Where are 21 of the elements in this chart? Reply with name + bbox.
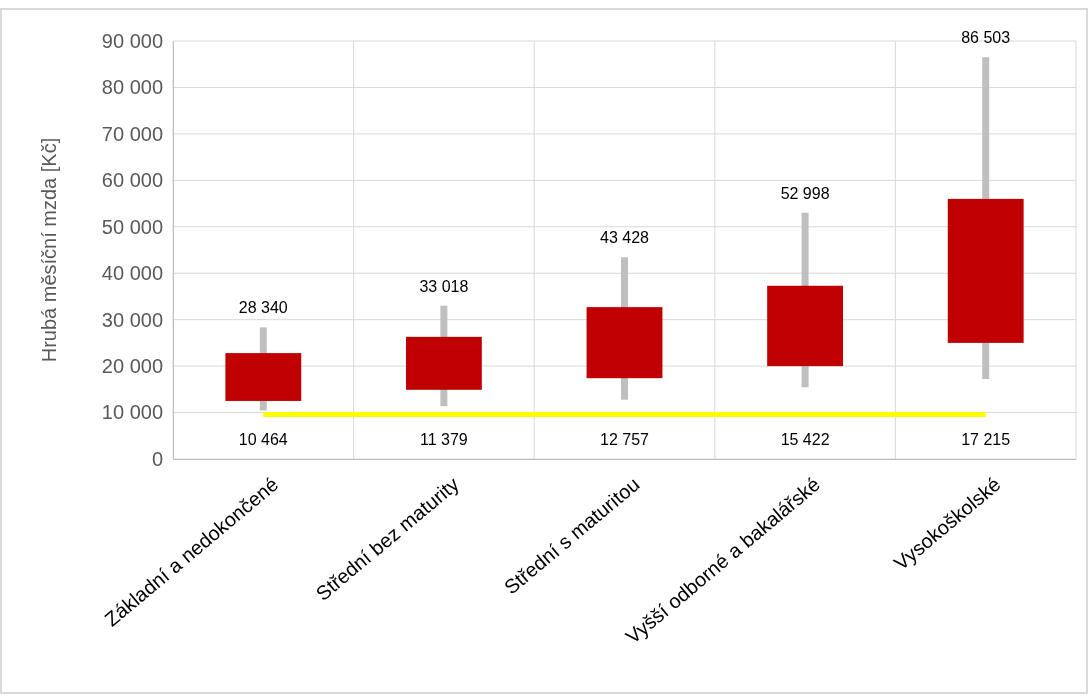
annotation: 10 464 [238,431,288,448]
annotation: 52 998 [780,184,830,202]
annotation: 43 428 [600,229,650,247]
annotation: 12 757 [600,431,650,448]
y-tick-label: 30 000 [101,308,163,331]
y-tick-label: 90 000 [101,29,163,52]
annotation: 17 215 [961,431,1011,448]
annotation: 15 422 [780,431,830,448]
annotation: 33 018 [419,277,469,295]
annotation: 86 503 [961,29,1011,47]
y-tick-label: 0 [151,447,163,470]
y-tick-label: 20 000 [101,355,163,378]
y-tick-label: 40 000 [101,262,163,285]
annotation: 11 379 [420,431,468,448]
y-tick-label: 70 000 [101,122,163,145]
y-tick-label: 80 000 [101,76,163,99]
y-axis-title: Hrubá měsíční mzda [Kč] [38,137,60,363]
y-tick-label: 60 000 [101,169,163,192]
y-tick-label: 50 000 [101,215,163,238]
y-tick-label: 10 000 [101,401,163,424]
annotation: 28 340 [238,299,288,317]
